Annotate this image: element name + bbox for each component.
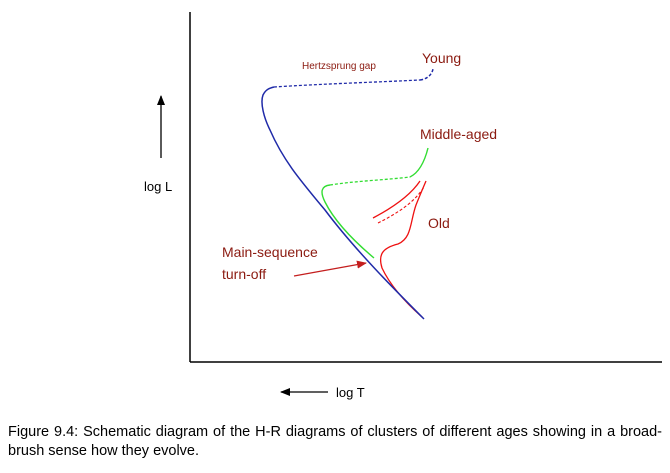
middle-aged-turnoff-branch (321, 184, 375, 259)
hertzsprung-gap-label: Hertzsprung gap (302, 61, 376, 72)
turnoff-label-line2: turn-off (222, 266, 266, 282)
old-cluster-giant-branch (372, 180, 421, 219)
old-cluster-horizontal-branch (377, 186, 425, 224)
old-label: Old (428, 215, 450, 231)
x-axis-label: log T (336, 385, 365, 400)
young-giant-tip (419, 68, 434, 81)
middle-aged-hertzsprung-gap (329, 176, 411, 186)
figure-caption: Figure 9.4: Schematic diagram of the H-R… (8, 424, 662, 459)
young-label: Young (422, 50, 461, 66)
turnoff-pointer-arrow (293, 260, 367, 277)
middle-aged-label: Middle-aged (420, 126, 497, 142)
old-cluster-track (379, 180, 427, 318)
turnoff-label-line1: Main-sequence (222, 244, 318, 260)
middle-aged-giant-branch (409, 147, 429, 178)
young-hertzsprung-gap (273, 79, 421, 88)
hr-diagram: log L log T Hertzsprung gap Young Middle… (144, 12, 662, 400)
main-sequence (261, 86, 425, 320)
y-axis-label: log L (144, 179, 172, 194)
